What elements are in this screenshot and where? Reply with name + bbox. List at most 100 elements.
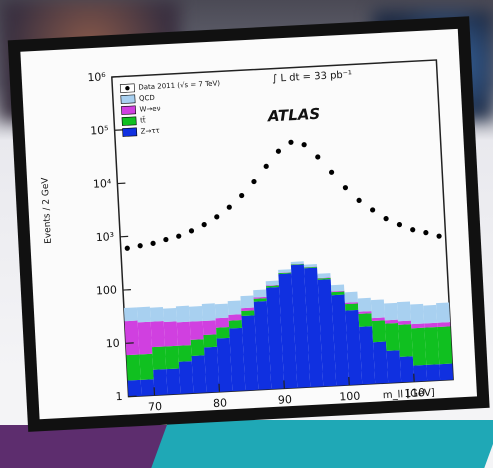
stack-bar [228,314,242,321]
legend-swatch [120,94,136,104]
stack-bar [413,364,428,382]
data-point [383,216,389,222]
stack-bar [265,280,279,286]
stack-bar [176,321,191,346]
stack-bar [424,326,440,365]
data-point [301,142,307,148]
stack-bar [190,339,205,356]
stack-bar [370,299,385,319]
stack-bar [126,354,141,381]
x-tick-label: 90 [278,393,293,407]
data-point [150,240,156,246]
stack-bar [139,353,154,380]
stack-bar [344,302,358,305]
stack-bar [124,320,140,356]
y-tick-label: 10⁵ [90,124,109,138]
stack-bar [253,296,267,299]
stack-bar [253,301,272,390]
stack-bar [437,326,453,365]
stack-bar [386,350,402,383]
y-tick-label: 10³ [95,230,114,244]
stack-bar [166,368,181,395]
y-tick-label: 10 [105,337,120,351]
stack-bar [178,361,194,394]
data-point [356,197,362,204]
stack-bar [188,306,203,322]
stack-bar [331,294,350,386]
stack-bar [189,321,204,340]
stack-bar [215,317,230,328]
data-point [201,221,207,228]
stack-bar [397,320,412,325]
stack-bar [331,284,345,292]
stack-bar [278,272,292,275]
stack-bar [253,298,267,302]
x-tick-label: 80 [213,396,228,410]
data-point [396,222,403,228]
stack-bar [265,284,279,287]
stack-bar [303,264,318,268]
stack-bar [177,345,192,362]
stack-bar [175,305,190,323]
stack-bar [426,364,441,381]
stack-bar [384,302,398,321]
atlas-label: ATLAS [266,105,320,126]
stack-bar [191,355,207,394]
stack-bar [136,306,151,323]
data-point [226,204,232,210]
stack-bar [241,315,259,391]
x-tick-label: 70 [148,400,163,414]
stack-bar [423,304,438,324]
stack-bar [317,277,331,280]
stack-bar [373,341,389,384]
data-point [214,214,220,220]
stack-bar [153,369,168,396]
stack-bar [241,307,255,312]
stack-bar [290,264,311,388]
stack-bar [385,322,400,351]
x-axis-label: m_ll [GeV] [383,388,436,402]
stack-bar [437,322,451,327]
stack-bar [344,291,358,303]
stack-bar [229,327,246,392]
stack-bar [424,322,438,328]
legend-label: tt̄ [140,115,146,125]
legend-label: Z→ττ [140,127,159,136]
stack-bar [253,289,267,298]
y-tick-label: 10⁴ [93,177,113,191]
legend-swatch [122,127,138,137]
stack-bar [216,337,233,392]
stack-bar [278,273,298,389]
data-point [239,192,245,199]
stack-bar [290,261,304,265]
stack-bar [149,307,164,322]
stack-bar [204,346,220,393]
legend-label: QCD [139,94,155,103]
x-tick-label: 110 [404,386,426,400]
stack-bar [439,363,454,381]
stack-bar [278,272,292,274]
stack-bar [137,321,153,355]
stack-bar [123,307,138,322]
stack-bar [227,300,242,315]
stack-bar [265,285,280,288]
stack-bar [150,321,165,348]
stack-bar [266,287,285,390]
stack-bar [304,266,318,269]
stack-bar [396,301,411,322]
stack-bar [216,327,230,339]
legend-swatch [121,116,137,126]
data-point [137,243,143,249]
stack-bar [317,273,331,279]
stack-bar [399,356,415,383]
stack-bar [241,310,255,317]
stack-bar [359,326,376,385]
data-point [370,207,376,213]
stack-bar [278,269,292,273]
stack-bar [345,309,363,386]
stack-bar [290,263,304,265]
stack-bar [240,295,255,309]
legend-label: W→eν [139,105,160,114]
y-axis-label: Events / 2 GeV [40,176,54,244]
y-tick-label: 1 [115,390,123,403]
